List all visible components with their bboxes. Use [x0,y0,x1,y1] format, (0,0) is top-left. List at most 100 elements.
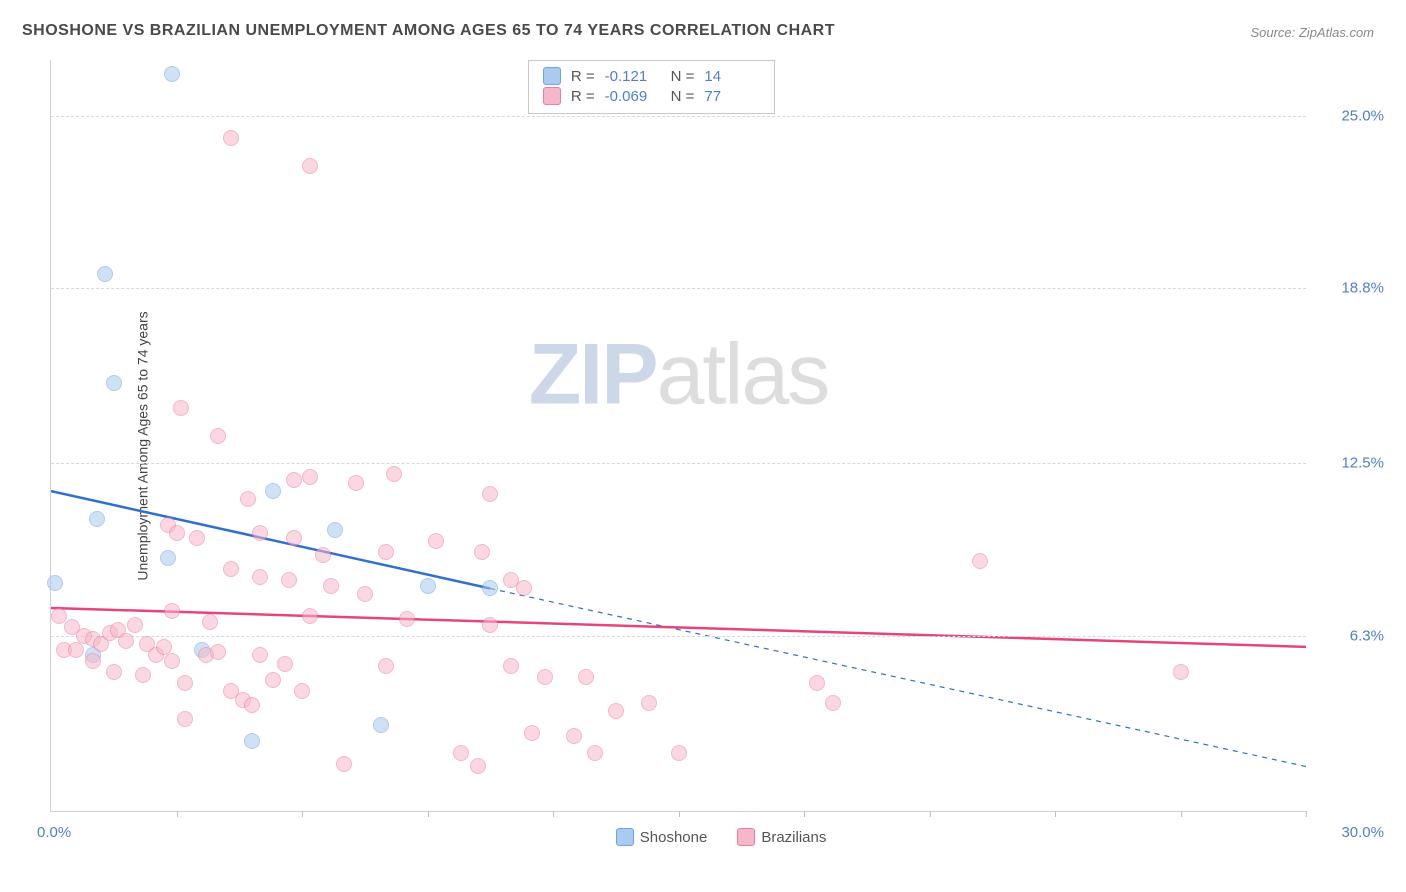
data-point-brazilians [482,486,498,502]
swatch-brazilians [543,87,561,105]
r-label: R = [571,88,595,105]
gridline [51,116,1306,117]
data-point-brazilians [357,586,373,602]
data-point-brazilians [578,669,594,685]
data-point-brazilians [85,653,101,669]
data-point-brazilians [68,642,84,658]
x-origin-label: 0.0% [37,824,71,841]
data-point-shoshone [160,550,176,566]
data-point-brazilians [286,472,302,488]
data-point-brazilians [164,653,180,669]
data-point-shoshone [482,580,498,596]
data-point-brazilians [453,745,469,761]
data-point-brazilians [671,745,687,761]
data-point-shoshone [265,483,281,499]
x-tick [679,811,680,817]
data-point-brazilians [277,656,293,672]
r-label: R = [571,68,595,85]
data-point-brazilians [106,664,122,680]
data-point-brazilians [189,530,205,546]
legend-item-shoshone: Shoshone [616,828,708,846]
data-point-shoshone [244,733,260,749]
legend-item-brazilians: Brazilians [737,828,826,846]
data-point-brazilians [378,658,394,674]
source-label: Source: ZipAtlas.com [1250,25,1374,40]
data-point-brazilians [503,658,519,674]
r-value-brazilians: -0.069 [605,88,661,105]
data-point-brazilians [265,672,281,688]
n-label: N = [671,88,695,105]
gridline [51,636,1306,637]
stats-row-brazilians: R = -0.069 N = 77 [543,87,761,105]
stats-legend: R = -0.121 N = 14 R = -0.069 N = 77 [528,60,776,114]
n-label: N = [671,68,695,85]
data-point-brazilians [428,533,444,549]
data-point-brazilians [169,525,185,541]
data-point-brazilians [223,561,239,577]
data-point-brazilians [470,758,486,774]
data-point-brazilians [252,569,268,585]
x-end-label: 30.0% [1341,824,1384,841]
series-legend: Shoshone Brazilians [616,828,827,846]
data-point-brazilians [164,603,180,619]
data-point-brazilians [336,756,352,772]
watermark: ZIPatlas [529,326,828,425]
y-tick-label: 18.8% [1341,280,1384,297]
chart-title: SHOSHONE VS BRAZILIAN UNEMPLOYMENT AMONG… [22,22,835,40]
x-tick [553,811,554,817]
data-point-brazilians [302,608,318,624]
legend-label-brazilians: Brazilians [761,829,826,846]
data-point-brazilians [223,130,239,146]
x-tick [1181,811,1182,817]
data-point-shoshone [164,66,180,82]
data-point-brazilians [972,553,988,569]
data-point-brazilians [244,697,260,713]
data-point-brazilians [177,711,193,727]
swatch-brazilians [737,828,755,846]
data-point-brazilians [286,530,302,546]
x-tick [1055,811,1056,817]
data-point-brazilians [608,703,624,719]
data-point-brazilians [173,400,189,416]
x-tick [1306,811,1307,817]
data-point-brazilians [378,544,394,560]
data-point-brazilians [252,647,268,663]
y-tick-label: 6.3% [1350,627,1384,644]
data-point-shoshone [97,266,113,282]
x-tick [428,811,429,817]
gridline [51,288,1306,289]
data-point-brazilians [809,675,825,691]
data-point-brazilians [252,525,268,541]
data-point-brazilians [323,578,339,594]
data-point-brazilians [348,475,364,491]
data-point-shoshone [327,522,343,538]
data-point-brazilians [302,469,318,485]
data-point-brazilians [566,728,582,744]
data-point-brazilians [240,491,256,507]
data-point-shoshone [373,717,389,733]
data-point-brazilians [825,695,841,711]
data-point-brazilians [118,633,134,649]
data-point-brazilians [386,466,402,482]
data-point-brazilians [294,683,310,699]
stats-row-shoshone: R = -0.121 N = 14 [543,67,761,85]
data-point-brazilians [482,617,498,633]
data-point-brazilians [587,745,603,761]
data-point-brazilians [641,695,657,711]
x-tick [804,811,805,817]
watermark-atlas: atlas [657,327,829,423]
y-tick-label: 25.0% [1341,107,1384,124]
legend-label-shoshone: Shoshone [640,829,708,846]
data-point-brazilians [127,617,143,633]
plot-area: ZIPatlas R = -0.121 N = 14 R = -0.069 N … [50,60,1306,812]
data-point-brazilians [281,572,297,588]
data-point-brazilians [399,611,415,627]
data-point-shoshone [420,578,436,594]
data-point-brazilians [537,669,553,685]
data-point-brazilians [210,644,226,660]
data-point-brazilians [177,675,193,691]
data-point-shoshone [47,575,63,591]
data-point-brazilians [315,547,331,563]
data-point-brazilians [135,667,151,683]
data-point-shoshone [89,511,105,527]
